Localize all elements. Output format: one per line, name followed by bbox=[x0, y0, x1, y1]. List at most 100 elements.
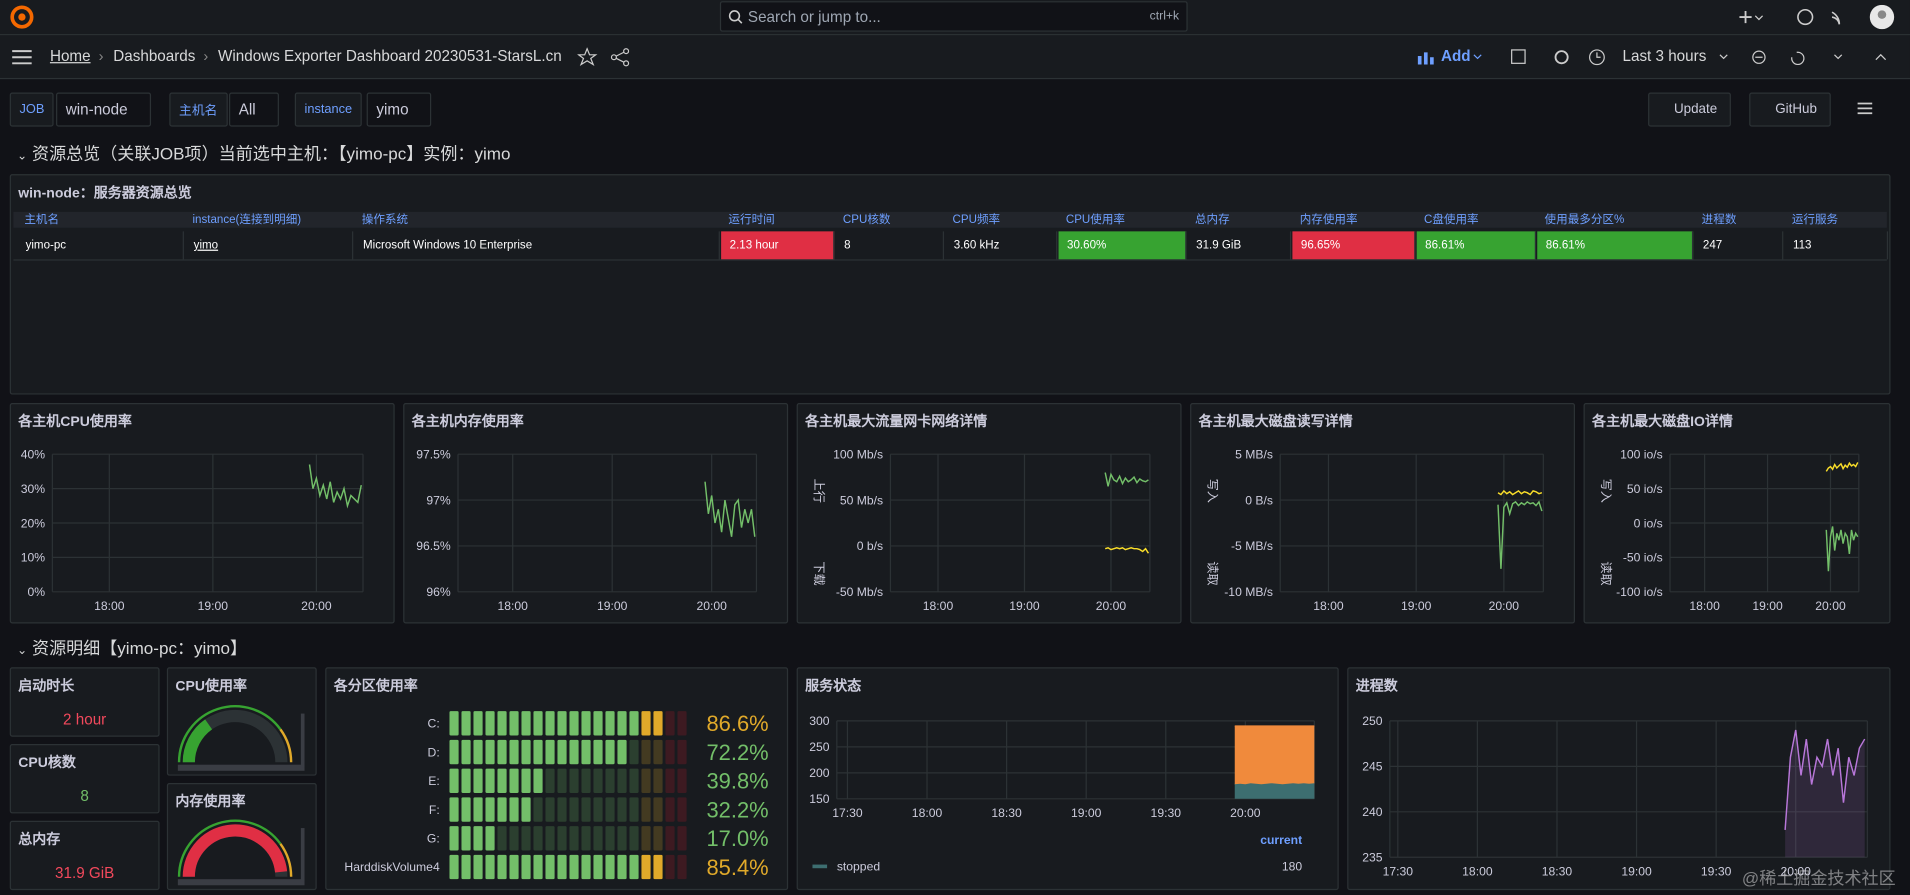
bar-value: 85.4% bbox=[706, 855, 768, 880]
bar-cell bbox=[593, 739, 603, 765]
bar bbox=[449, 739, 687, 765]
chart: 0% 10% 20% 30% 40% 18:00 19:00 20:00 bbox=[21, 447, 364, 613]
time-icons[interactable] bbox=[1718, 47, 1901, 66]
panel: 各主机内存使用率 96% 96.5% 97% 97.5% 18:00 19:00 20:00 bbox=[403, 403, 789, 624]
bar-cell bbox=[569, 854, 579, 880]
github-link[interactable]: GitHub bbox=[1749, 92, 1831, 127]
column-header[interactable]: CPU使用率 bbox=[1065, 213, 1125, 227]
bar-cell bbox=[569, 826, 579, 851]
x-tick-label: 19:30 bbox=[1151, 806, 1182, 820]
gauge-base bbox=[177, 879, 305, 886]
y-tick-label: -10 MB/s bbox=[1224, 585, 1273, 599]
bar-cell bbox=[617, 739, 627, 765]
column-header[interactable]: instance(连接到明细) bbox=[192, 213, 302, 227]
panel: 各主机最大流量网卡网络详情 -50 Mb/s 0 b/s 50 Mb/s 100 Mb/… bbox=[796, 403, 1182, 624]
bar-cell bbox=[677, 739, 687, 765]
x-tick-label: 18:00 bbox=[94, 599, 125, 613]
x-tick-label: 19:30 bbox=[1701, 865, 1732, 879]
column-header[interactable]: 操作系统 bbox=[361, 213, 409, 227]
bar-cell bbox=[665, 739, 675, 765]
bar-cell bbox=[569, 739, 579, 765]
bar-cell bbox=[641, 854, 651, 880]
x-tick-label: 20:00 bbox=[1489, 599, 1520, 613]
bar-cell bbox=[473, 826, 483, 851]
bar-cell bbox=[629, 797, 639, 822]
star-share-icons[interactable] bbox=[577, 47, 631, 67]
row-title[interactable]: ⌄ 资源明细【yimo-pc：yimo】 bbox=[17, 638, 248, 658]
cell-text: 8 bbox=[844, 238, 851, 253]
column-header[interactable]: 使用最多分区% bbox=[1544, 213, 1625, 227]
bar-cell bbox=[461, 854, 471, 880]
update-link[interactable]: Update bbox=[1648, 92, 1731, 127]
bar-cell bbox=[521, 854, 531, 880]
cell-text: 113 bbox=[1793, 238, 1812, 253]
breadcrumb-home[interactable]: Home bbox=[49, 47, 91, 65]
column-header[interactable]: CPU核数 bbox=[842, 213, 891, 227]
x-tick-label: 18:30 bbox=[1542, 865, 1573, 879]
x-tick-label: 20:00 bbox=[696, 599, 727, 613]
cell-text[interactable]: yimo bbox=[193, 238, 219, 253]
panel-title: 进程数 bbox=[1355, 679, 1398, 695]
column-header[interactable]: 内存使用率 bbox=[1299, 213, 1358, 227]
search-box[interactable]: Search or jump to... ctrl+k bbox=[719, 1, 1188, 32]
top-icons[interactable] bbox=[1735, 4, 1906, 30]
time-picker[interactable]: Last 3 hours bbox=[1622, 47, 1707, 65]
bar-cell bbox=[473, 739, 483, 765]
bar-label: F: bbox=[429, 803, 440, 817]
variable-select[interactable]: All bbox=[229, 92, 279, 127]
y-tick-label: 100 Mb/s bbox=[833, 447, 883, 461]
column-header[interactable]: 运行时间 bbox=[728, 213, 775, 227]
column-header[interactable]: 运行服务 bbox=[1791, 213, 1839, 227]
bar-cell bbox=[605, 739, 615, 765]
menu-icon[interactable] bbox=[11, 49, 33, 66]
variable-label: JOB bbox=[9, 92, 55, 127]
legend-swatch bbox=[812, 864, 828, 869]
legend-name[interactable]: stopped bbox=[837, 860, 880, 874]
stat-value: 2 hour bbox=[63, 711, 107, 729]
bar-cell bbox=[485, 854, 495, 880]
row-title[interactable]: ⌄ 资源总览（关联JOB项）当前选中主机：【yimo-pc】实例：yimo bbox=[17, 143, 511, 164]
table-cell: 113 bbox=[1785, 231, 1889, 260]
series-area bbox=[1785, 729, 1865, 858]
bar bbox=[449, 711, 687, 736]
x-tick-label: 18:30 bbox=[991, 806, 1022, 820]
bar-cell bbox=[521, 826, 531, 851]
table-cell: 2.13 hour bbox=[721, 231, 835, 260]
x-tick-label: 18:00 bbox=[1689, 599, 1720, 613]
bar-cell bbox=[677, 711, 687, 736]
column-header[interactable]: 主机名 bbox=[24, 213, 60, 227]
column-header[interactable]: CPU频率 bbox=[952, 213, 1001, 227]
bar-cell bbox=[533, 711, 543, 736]
bar-cell bbox=[665, 768, 675, 793]
bar-cell bbox=[617, 797, 627, 822]
y-tick-label: 5 MB/s bbox=[1235, 447, 1273, 461]
bar-cell bbox=[449, 826, 459, 851]
y-tick-label: 40% bbox=[21, 447, 46, 461]
y-tick-label: 240 bbox=[1362, 805, 1383, 819]
column-header[interactable]: 进程数 bbox=[1701, 213, 1737, 227]
y-tick-label: 96.5% bbox=[416, 539, 451, 553]
toolbar-icons[interactable] bbox=[1471, 47, 1605, 66]
bar-cell bbox=[473, 854, 483, 880]
cell-text: 30.60% bbox=[1067, 238, 1107, 253]
bar-cell bbox=[677, 854, 687, 880]
variable-select[interactable]: yimo bbox=[366, 92, 432, 127]
column-header[interactable]: 总内存 bbox=[1194, 213, 1230, 227]
axis-label: 下载 bbox=[812, 561, 826, 585]
table-panel: win-node：服务器资源总览 主机名 yimo-pc instance(连接到明细… bbox=[9, 174, 1891, 395]
column-header[interactable]: C盘使用率 bbox=[1423, 213, 1479, 227]
breadcrumb-dashboards[interactable]: Dashboards bbox=[113, 47, 196, 65]
x-tick-label: 20:00 bbox=[1096, 599, 1127, 613]
grafana-logo[interactable] bbox=[10, 5, 34, 29]
series-line bbox=[308, 464, 362, 509]
chart: 150 200 250 300 17:30 18:00 18:30 19:00 19:30 20:… bbox=[809, 714, 1315, 874]
bar-value: 39.8% bbox=[706, 769, 768, 794]
menu-icon[interactable] bbox=[1856, 101, 1873, 116]
search-placeholder: Search or jump to... bbox=[747, 8, 881, 26]
add-button[interactable]: Add bbox=[1441, 47, 1471, 65]
y-tick-label: 0% bbox=[27, 585, 45, 599]
x-tick-label: 19:00 bbox=[1401, 599, 1432, 613]
legend-header[interactable]: current bbox=[1260, 833, 1302, 847]
variable-select[interactable]: win-node bbox=[56, 92, 151, 127]
